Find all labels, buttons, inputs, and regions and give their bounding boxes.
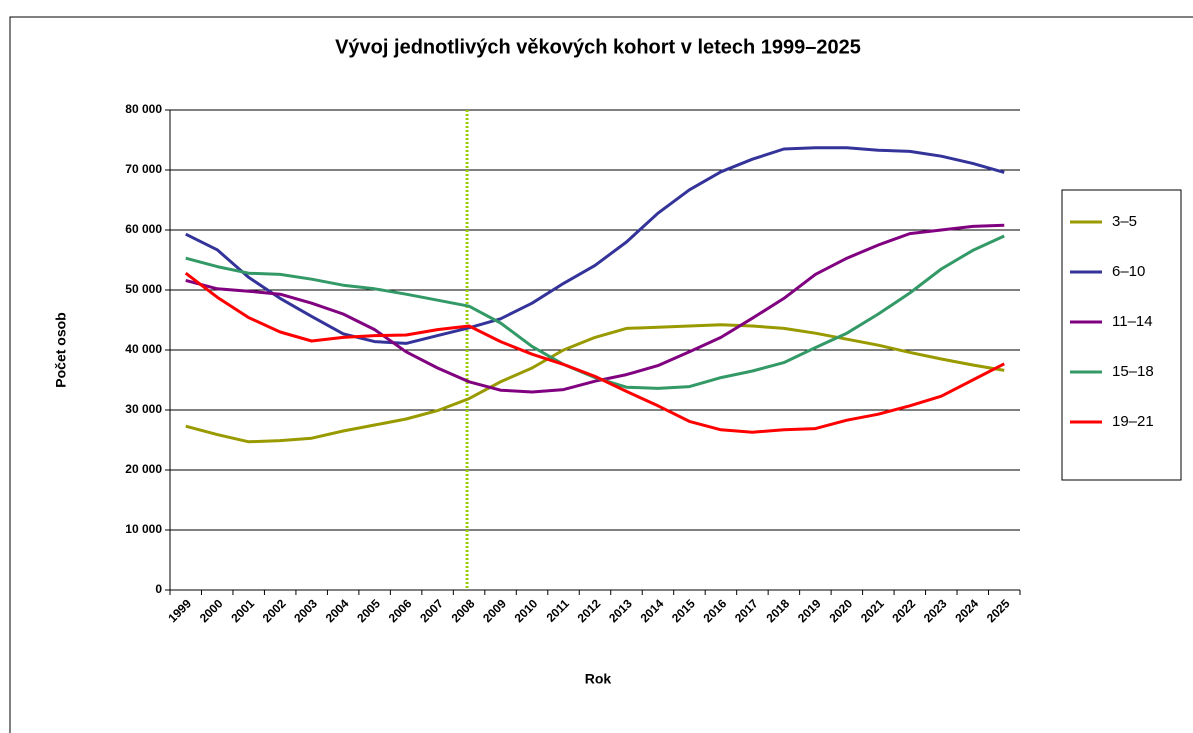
legend-label: 15–18 bbox=[1112, 363, 1154, 380]
y-tick-label: 10 000 bbox=[125, 522, 162, 536]
series-line bbox=[185, 146, 1005, 345]
legend-label: 6–10 bbox=[1112, 263, 1145, 280]
y-tick-label: 30 000 bbox=[125, 402, 162, 416]
legend-box bbox=[1061, 189, 1182, 481]
y-tick-label: 60 000 bbox=[125, 222, 162, 236]
y-tick-label: 80 000 bbox=[125, 102, 162, 116]
y-tick-label: 70 000 bbox=[125, 162, 162, 176]
series-line bbox=[184, 272, 1005, 434]
series-line bbox=[185, 323, 1005, 444]
y-axis-title: Počet osob bbox=[53, 312, 69, 387]
legend-label: 3–5 bbox=[1112, 213, 1137, 230]
legend-label: 11–14 bbox=[1112, 313, 1153, 330]
y-tick-label: 20 000 bbox=[125, 462, 162, 476]
y-tick-label: 40 000 bbox=[125, 342, 162, 356]
series-line bbox=[185, 223, 1005, 394]
legend-label: 19–21 bbox=[1112, 413, 1154, 430]
x-axis-title: Rok bbox=[585, 671, 612, 687]
chart-frame bbox=[9, 16, 1193, 733]
y-tick-label: 0 bbox=[155, 582, 162, 596]
chart-title: Vývoj jednotlivých věkových kohort v let… bbox=[335, 36, 861, 58]
y-tick-label: 50 000 bbox=[125, 282, 162, 296]
